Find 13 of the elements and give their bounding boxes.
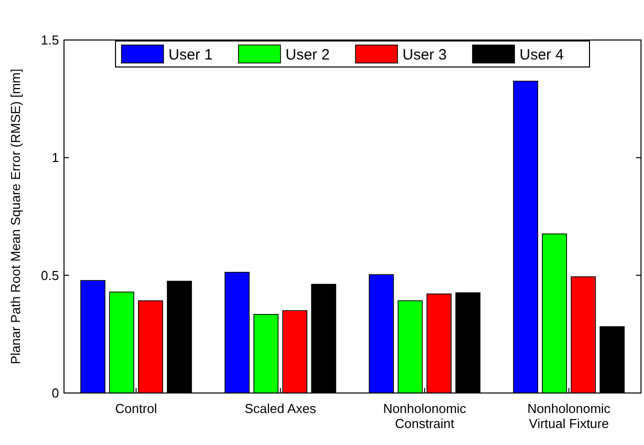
legend-label: User 4 <box>520 46 564 64</box>
legend-label: User 1 <box>168 46 213 64</box>
legend-label: User 2 <box>286 46 330 64</box>
y-tick-label: 1 <box>52 150 59 166</box>
y-axis-title: Planar Path Root Mean Square Error (RMSE) [mm] <box>8 68 23 364</box>
y-tick-label: 0 <box>52 386 59 401</box>
x-tick-label: Nonholonomic Constraint <box>383 401 467 431</box>
y-tick-label: 0.5 <box>40 268 59 283</box>
legend-label: User 3 <box>402 46 447 64</box>
x-tick-label: Control <box>115 401 158 416</box>
x-tick-label: Nonholonomic Virtual Fixture <box>527 401 611 431</box>
x-tick-label: Scaled Axes <box>244 401 317 416</box>
y-tick-label: 1.5 <box>40 32 59 48</box>
